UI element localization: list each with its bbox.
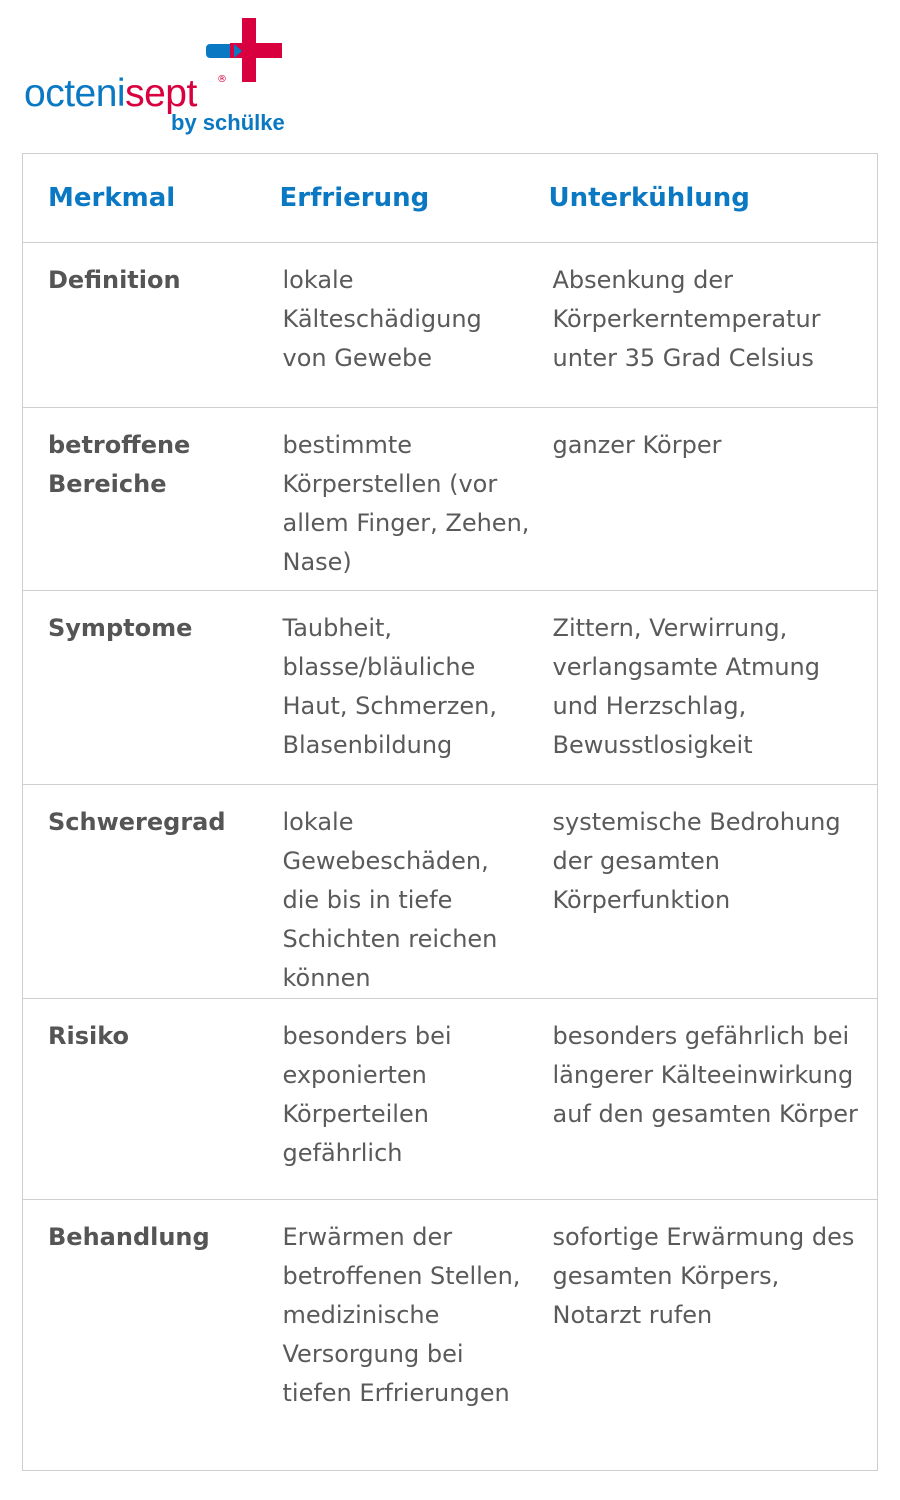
row-label: Behandlung <box>22 1199 258 1471</box>
row-label: Schweregrad <box>22 784 258 999</box>
cell-erfrierung: bestimmte Körperstellen (vor allem Finge… <box>257 407 543 591</box>
header-erfrierung: Erfrierung <box>257 153 543 243</box>
cell-unterkuehlung: systemische Bedrohung der gesamten Körpe… <box>542 784 878 999</box>
table-row: Definition lokale Kälteschädigung von Gew… <box>22 242 878 408</box>
cell-erfrierung: Erwärmen der betroffenen Stellen, medizi… <box>257 1199 543 1471</box>
table-row: Schweregrad lokale Gewebeschäden, die bis… <box>22 784 878 999</box>
row-label: Symptome <box>22 590 258 785</box>
cell-unterkuehlung: Zittern, Verwirrung, verlangsamte Atmung… <box>542 590 878 785</box>
cell-unterkuehlung: Absenkung der Körperkerntemperatur unter… <box>542 242 878 408</box>
cell-erfrierung: besonders bei exponierten Körperteilen g… <box>257 998 543 1200</box>
cell-erfrierung: lokale Gewebeschäden, die bis in tiefe S… <box>257 784 543 999</box>
table-row: betroffene Bereiche bestimmte Körperstell… <box>22 407 878 591</box>
brand-byline: by schülke <box>171 110 285 135</box>
octenisept-logo: octenisept ® by schülke <box>24 16 294 141</box>
cell-erfrierung: Taubheit, blasse/bläuliche Haut, Schmerz… <box>257 590 543 785</box>
cell-unterkuehlung: sofortige Erwärmung des gesamten Körpers… <box>542 1199 878 1471</box>
cell-erfrierung: lokale Kälteschädigung von Gewebe <box>257 242 543 408</box>
cross-logo-icon <box>206 18 282 82</box>
cell-unterkuehlung: besonders gefährlich bei längerer Kältee… <box>542 998 878 1200</box>
comparison-table: Merkmal Erfrierung Unterkühlung Definiti… <box>22 153 878 1471</box>
table-header-row: Merkmal Erfrierung Unterkühlung <box>22 153 878 243</box>
row-label: Risiko <box>22 998 258 1200</box>
table-row: Behandlung Erwärmen der betroffenen Stell… <box>22 1199 878 1471</box>
row-label: betroffene Bereiche <box>22 407 258 591</box>
header-merkmal: Merkmal <box>22 153 258 243</box>
brand-name: octenisept <box>24 72 197 115</box>
header-unterkuehlung: Unterkühlung <box>542 153 878 243</box>
table-row: Risiko besonders bei exponierten Körperte… <box>22 998 878 1200</box>
table-row: Symptome Taubheit, blasse/bläuliche Haut,… <box>22 590 878 785</box>
row-label: Definition <box>22 242 258 408</box>
cell-unterkuehlung: ganzer Körper <box>542 407 878 591</box>
